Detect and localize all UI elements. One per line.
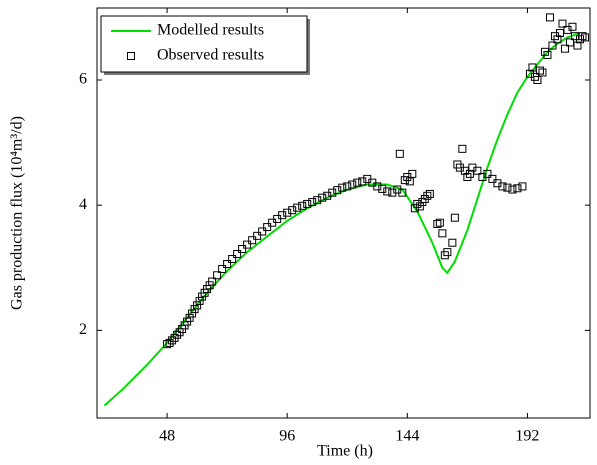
observed-point [408, 169, 417, 178]
observed-point [213, 271, 222, 280]
observed-point [165, 338, 174, 347]
observed-point [333, 186, 342, 195]
observed-point [545, 13, 554, 22]
observed-point [288, 206, 297, 215]
observed-point [450, 213, 459, 222]
plot-area [96, 7, 591, 419]
observed-point [318, 193, 327, 202]
observed-point [458, 144, 467, 153]
observed-point [243, 240, 252, 249]
observed-point [518, 182, 527, 191]
observed-point [253, 231, 262, 240]
observed-point [410, 204, 419, 213]
observed-point [228, 255, 237, 264]
observed-point [473, 166, 482, 175]
observed-point [578, 32, 587, 41]
observed-point [298, 201, 307, 210]
observed-point [173, 330, 182, 339]
observed-point [533, 75, 542, 84]
observed-point [405, 177, 414, 186]
observed-point [283, 208, 292, 217]
observed-point [258, 227, 267, 236]
observed-point [168, 336, 177, 345]
observed-point [425, 189, 434, 198]
observed-point [208, 277, 217, 286]
observed-point [313, 196, 322, 205]
observed-point [538, 68, 547, 77]
observed-point [438, 229, 447, 238]
observed-point [548, 41, 557, 50]
observed-point [413, 199, 422, 208]
legend-marker [127, 52, 135, 60]
observed-point [293, 203, 302, 212]
observed-point [195, 296, 204, 305]
observed-point [303, 199, 312, 208]
observed-point [395, 149, 404, 158]
observed-point [498, 182, 507, 191]
observed-point [308, 198, 317, 207]
observed-point [238, 244, 247, 253]
observed-point [378, 184, 387, 193]
observed-point [555, 29, 564, 38]
observed-point [248, 236, 257, 245]
observed-point [433, 219, 442, 228]
observed-point [278, 211, 287, 220]
observed-point [573, 41, 582, 50]
observed-point [553, 35, 562, 44]
observed-point [448, 238, 457, 247]
observed-point [415, 202, 424, 211]
observed-point [565, 38, 574, 47]
observed-point [263, 223, 272, 232]
legend-label: Observed results [157, 47, 264, 64]
observed-point [373, 182, 382, 191]
legend [100, 15, 308, 73]
x-tick-label: 48 [159, 428, 175, 445]
observed-point [338, 183, 347, 192]
observed-point [435, 218, 444, 227]
observed-point [328, 188, 337, 197]
observed-point [488, 174, 497, 183]
legend-label: Modelled results [157, 22, 264, 39]
x-tick-label: 144 [395, 428, 419, 445]
observed-point [423, 191, 432, 200]
observed-point [188, 309, 197, 318]
observed-point [193, 301, 202, 310]
observed-point [483, 169, 492, 178]
x-tick-label: 96 [279, 428, 295, 445]
observed-point [343, 182, 352, 191]
observed-point [348, 180, 357, 189]
observed-point [383, 187, 392, 196]
observed-point [528, 63, 537, 72]
observed-point [185, 313, 194, 322]
y-axis-label: Gas production flux (10⁴m³/d) [9, 116, 26, 310]
observed-point [508, 185, 517, 194]
observed-point [358, 177, 367, 186]
observed-point [543, 50, 552, 59]
x-axis-label: Time (h) [317, 443, 373, 460]
observed-point [513, 184, 522, 193]
observed-point [218, 265, 227, 274]
observed-point [568, 22, 577, 31]
observed-point [580, 33, 589, 42]
observed-point [443, 248, 452, 257]
x-tick-label: 192 [515, 428, 539, 445]
observed-point [223, 260, 232, 269]
observed-point [398, 188, 407, 197]
observed-point [535, 66, 544, 75]
observed-point [560, 44, 569, 53]
observed-point [353, 178, 362, 187]
y-tick-label: 4 [79, 196, 87, 213]
observed-point [558, 19, 567, 28]
y-tick-label: 6 [79, 71, 87, 88]
observed-point [503, 183, 512, 192]
observed-point [465, 169, 474, 178]
y-tick-label: 2 [79, 321, 87, 338]
observed-point [233, 250, 242, 258]
